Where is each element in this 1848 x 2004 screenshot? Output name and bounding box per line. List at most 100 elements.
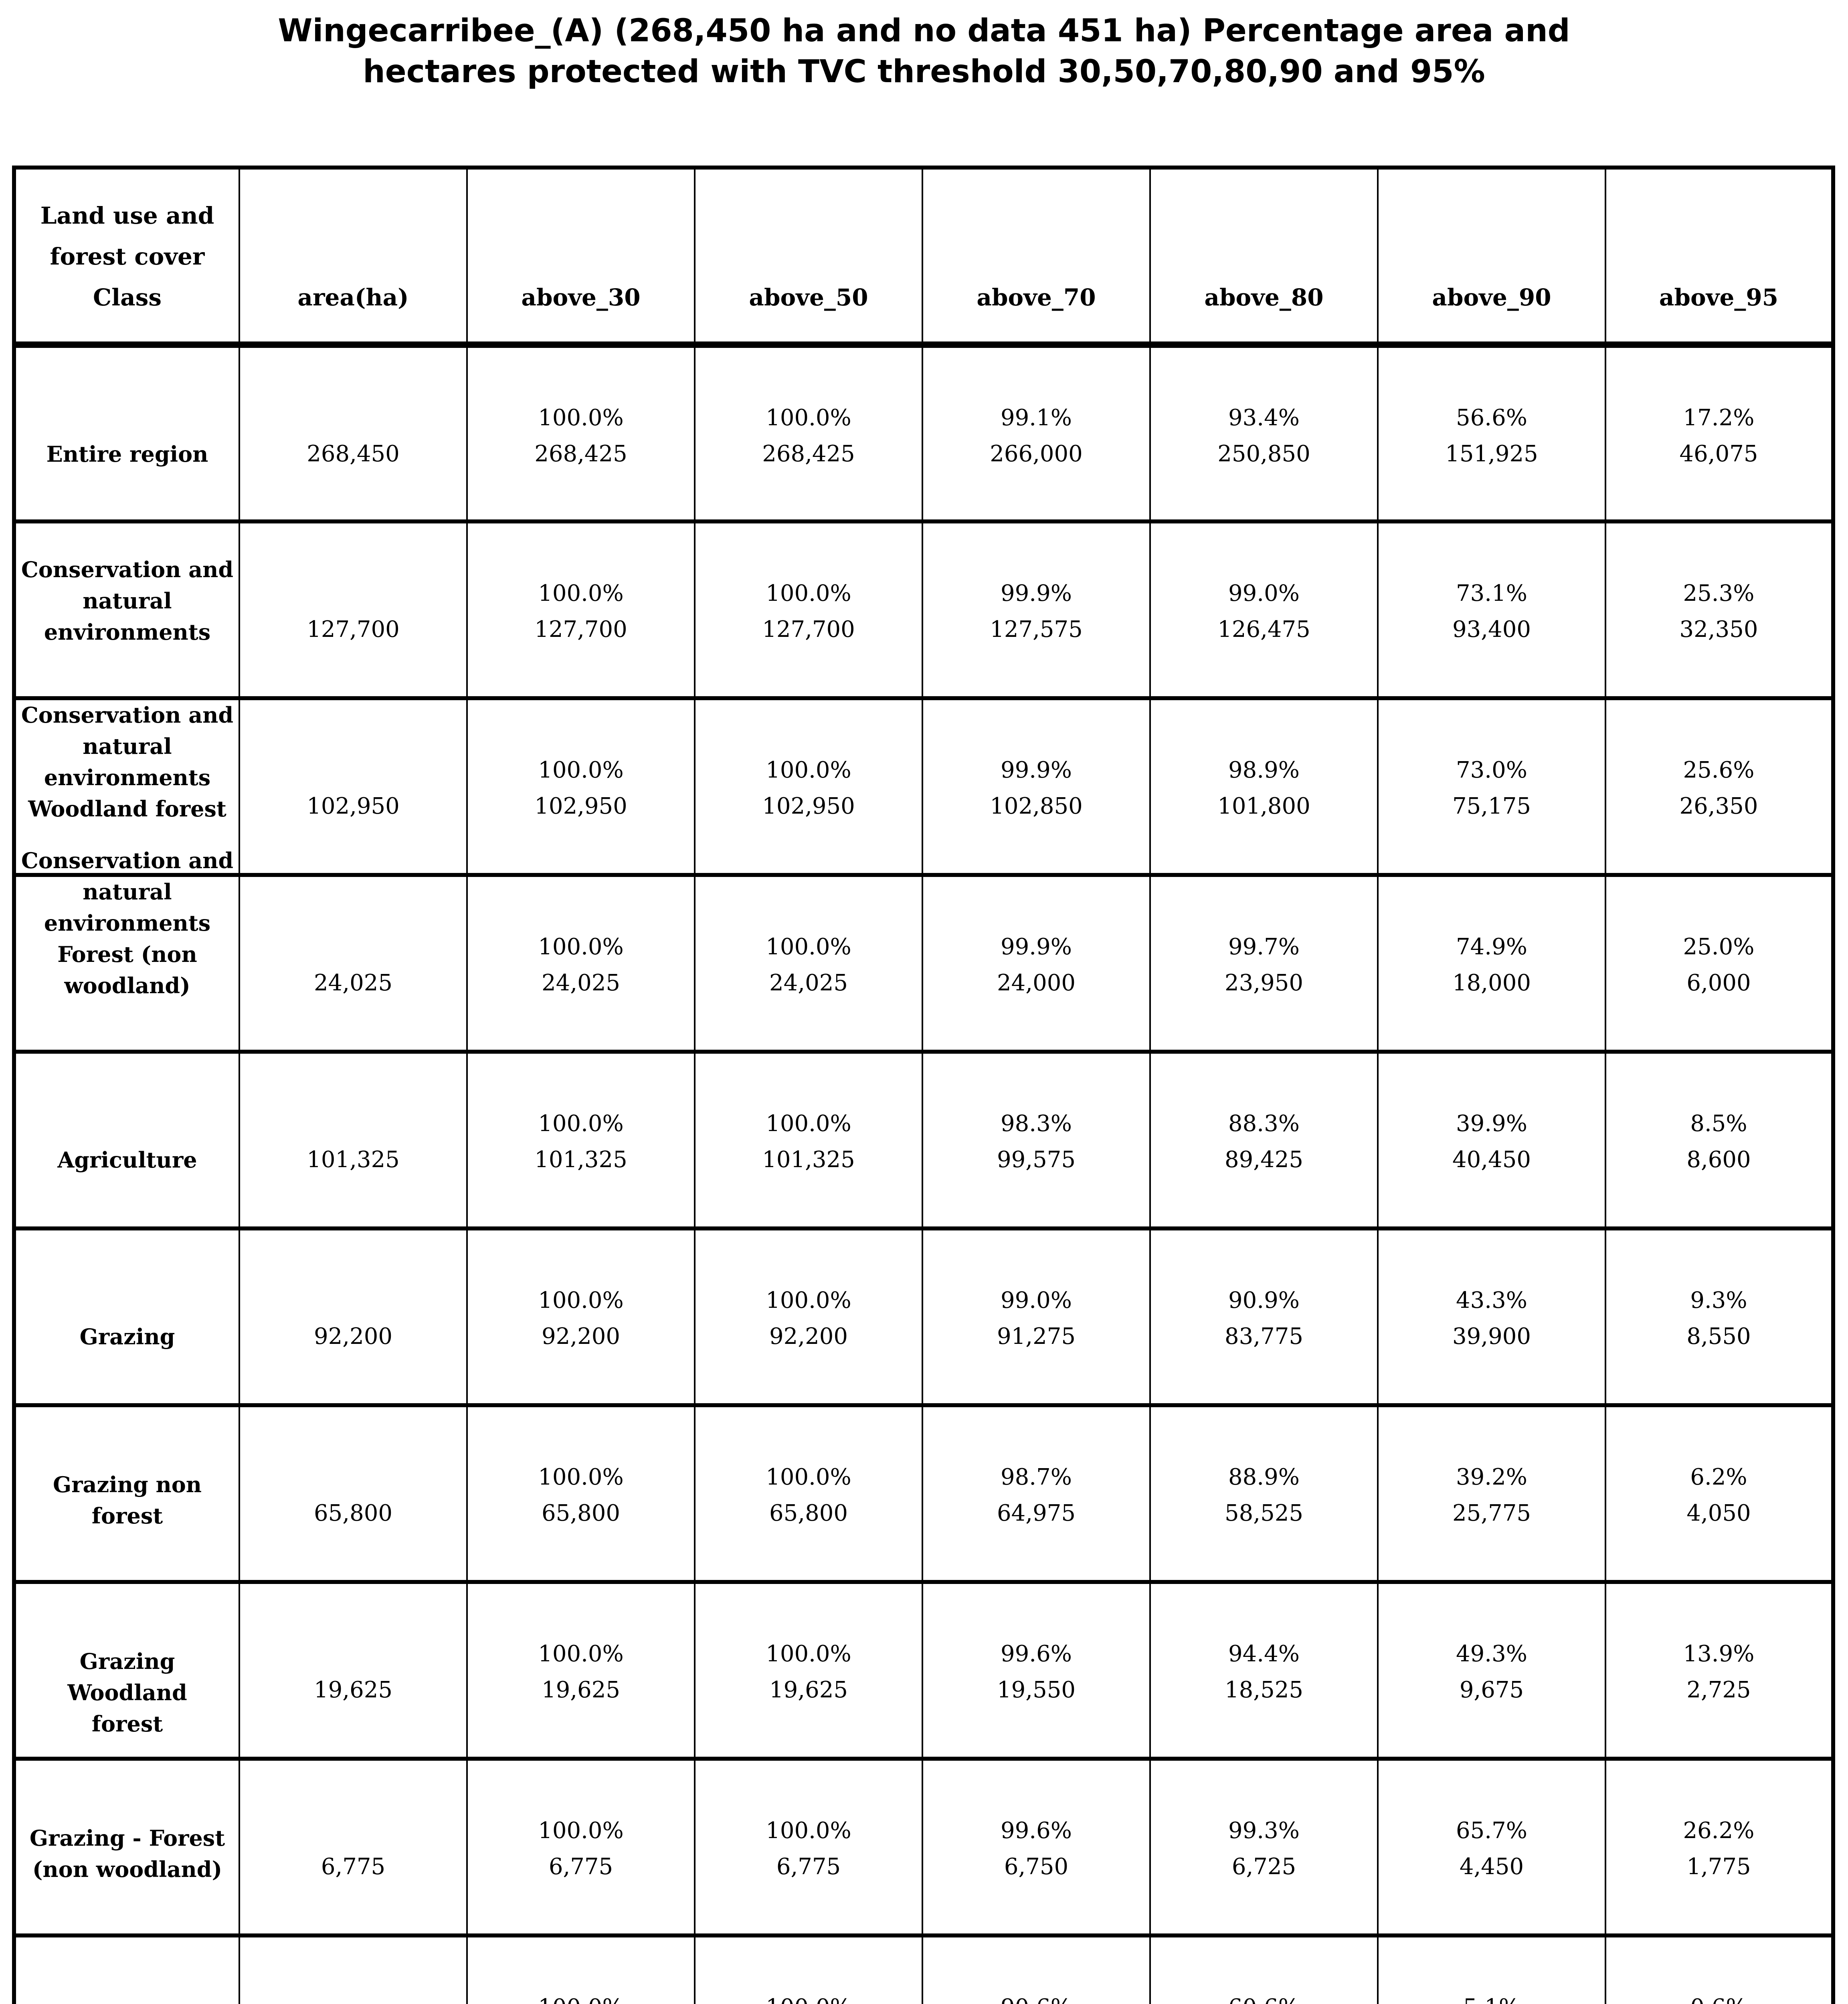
area-cell: 268,450 xyxy=(307,441,400,467)
data-cell: 99.9% 127,575 xyxy=(990,580,1083,642)
land-use-table: Land use and forest cover Class area(ha)… xyxy=(12,166,1835,2004)
column-header-label: above_50 xyxy=(749,284,868,311)
data-cell: 25.3% 32,350 xyxy=(1679,580,1758,642)
column-header-label: above_70 xyxy=(977,284,1096,311)
data-cell: 100.0% 8,750 xyxy=(468,1990,694,2004)
column-header-above50: above_50 xyxy=(694,168,923,345)
data-cell: 0.6% 50 xyxy=(1606,1990,1831,2004)
data-cell: 100.0% 268,425 xyxy=(762,405,855,467)
table-row: Conservation and natural environments Wo… xyxy=(13,698,1834,875)
column-header-label: above_95 xyxy=(1659,284,1779,311)
table-row: Agriculture 101,325 100.0% 101,325 100.0… xyxy=(13,1052,1834,1228)
data-cell: 99.9% 102,850 xyxy=(990,757,1083,819)
area-cell: 24,025 xyxy=(314,970,392,996)
data-cell: 88.3% 89,425 xyxy=(1225,1111,1303,1173)
data-cell: 90.9% 83,775 xyxy=(1225,1287,1303,1349)
table-row: Conservation and natural environments Fo… xyxy=(13,848,1834,1052)
data-cell: 56.6% 151,925 xyxy=(1445,405,1538,467)
data-cell: 100.0% 92,200 xyxy=(538,1287,624,1349)
data-cell: 100.0% 65,800 xyxy=(766,1464,851,1526)
data-cell: 100.0% 268,425 xyxy=(534,405,627,467)
data-cell: 74.9% 18,000 xyxy=(1452,934,1531,996)
data-cell: 98.7% 64,975 xyxy=(997,1464,1076,1526)
data-cell: 98.3% 99,575 xyxy=(997,1111,1076,1173)
data-cell: 49.3% 9,675 xyxy=(1456,1641,1527,1703)
data-cell: 99.7% 23,950 xyxy=(1225,934,1303,996)
data-cell: 39.9% 40,450 xyxy=(1452,1111,1531,1173)
table-row: Conservation and natural environments 12… xyxy=(13,521,1834,698)
column-header-above70: above_70 xyxy=(922,168,1151,345)
column-header-above95: above_95 xyxy=(1605,168,1834,345)
table-header-row: Land use and forest cover Class area(ha)… xyxy=(13,168,1834,345)
data-cell: 39.2% 25,775 xyxy=(1452,1464,1531,1526)
data-cell: 99.3% 6,725 xyxy=(1228,1818,1300,1880)
data-cell: 100.0% 24,025 xyxy=(538,934,624,996)
data-cell: 6.2% 4,050 xyxy=(1686,1464,1751,1526)
data-cell: 60.6% 5,300 xyxy=(1151,1990,1377,2004)
table-row: Cropping 8,750 100.0% 8,750 100.0% 8,750… xyxy=(13,1935,1834,2004)
area-cell: 127,700 xyxy=(307,616,400,642)
column-header-label: Land use and forest cover Class xyxy=(40,202,214,311)
page-title: Wingecarribee_(A) (268,450 ha and no dat… xyxy=(278,13,1570,90)
data-cell: 25.0% 6,000 xyxy=(1683,934,1755,996)
data-cell: 9.3% 8,550 xyxy=(1686,1287,1751,1349)
data-cell: 13.9% 2,725 xyxy=(1683,1641,1755,1703)
data-cell: 43.3% 39,900 xyxy=(1452,1287,1531,1349)
table-row: Grazing non forest 65,800 100.0% 65,800 … xyxy=(13,1405,1834,1582)
column-header-area: area(ha) xyxy=(239,168,468,345)
table-row: Grazing 92,200 100.0% 92,200 100.0% 92,2… xyxy=(13,1228,1834,1405)
data-cell: 100.0% 127,700 xyxy=(534,580,627,642)
column-header-class: Land use and forest cover Class xyxy=(13,168,240,345)
data-cell: 26.2% 1,775 xyxy=(1683,1818,1755,1880)
column-header-above30: above_30 xyxy=(466,168,696,345)
column-header-above90: above_90 xyxy=(1377,168,1606,345)
data-cell: 99.0% 126,475 xyxy=(1217,580,1310,642)
column-header-label: above_80 xyxy=(1204,284,1324,311)
data-cell: 90.6% 7,925 xyxy=(923,1990,1149,2004)
data-cell: 99.0% 91,275 xyxy=(997,1287,1076,1349)
data-cell: 100.0% 65,800 xyxy=(538,1464,624,1526)
data-cell: 100.0% 24,025 xyxy=(766,934,851,996)
data-cell: 100.0% 102,950 xyxy=(762,757,855,819)
data-cell: 65.7% 4,450 xyxy=(1456,1818,1527,1880)
row-label: Grazing xyxy=(79,1324,175,1349)
data-cell: 100.0% 102,950 xyxy=(534,757,627,819)
data-cell: 99.9% 24,000 xyxy=(997,934,1076,996)
area-cell: 92,200 xyxy=(314,1323,392,1349)
row-label: Conservation and natural environments Fo… xyxy=(21,848,234,998)
table-row: Entire region 268,450 100.0% 268,425 100… xyxy=(13,345,1834,521)
row-label: Grazing non forest xyxy=(53,1472,202,1529)
column-header-label: above_30 xyxy=(521,284,641,311)
data-cell: 8.5% 8,600 xyxy=(1686,1111,1751,1173)
area-cell: 19,625 xyxy=(314,1677,392,1703)
data-cell: 99.6% 6,750 xyxy=(1001,1818,1072,1880)
data-cell: 99.1% 266,000 xyxy=(990,405,1083,467)
row-label: Conservation and natural environments xyxy=(21,557,234,645)
row-label: Grazing Woodland forest xyxy=(67,1648,187,1737)
data-cell: 100.0% 92,200 xyxy=(766,1287,851,1349)
table-row: Grazing Woodland forest 19,625 100.0% 19… xyxy=(13,1582,1834,1759)
area-cell: 102,950 xyxy=(307,793,400,819)
data-cell: 100.0% 6,775 xyxy=(538,1818,624,1880)
area-cell: 6,775 xyxy=(321,1854,386,1880)
data-cell: 100.0% 8,750 xyxy=(696,1990,922,2004)
row-label: Grazing - Forest (non woodland) xyxy=(29,1825,225,1882)
data-cell: 5.1% 450 xyxy=(1379,1990,1605,2004)
row-label: Conservation and natural environments Wo… xyxy=(21,702,234,822)
data-cell: 100.0% 101,325 xyxy=(534,1111,627,1173)
data-cell: 100.0% 6,775 xyxy=(766,1818,851,1880)
data-cell: 25.6% 26,350 xyxy=(1679,757,1758,819)
data-cell: 100.0% 127,700 xyxy=(762,580,855,642)
data-cell: 94.4% 18,525 xyxy=(1225,1641,1303,1703)
area-cell: 65,800 xyxy=(314,1500,392,1526)
data-cell: 100.0% 19,625 xyxy=(766,1641,851,1703)
data-cell: 100.0% 19,625 xyxy=(538,1641,624,1703)
data-cell: 88.9% 58,525 xyxy=(1225,1464,1303,1526)
column-header-above80: above_80 xyxy=(1149,168,1379,345)
data-cell: 100.0% 101,325 xyxy=(762,1111,855,1173)
data-cell: 73.0% 75,175 xyxy=(1452,757,1531,819)
data-cell: 93.4% 250,850 xyxy=(1217,405,1310,467)
area-cell: 101,325 xyxy=(307,1147,400,1173)
data-cell: 73.1% 93,400 xyxy=(1452,580,1531,642)
row-label: Entire region xyxy=(46,441,208,467)
